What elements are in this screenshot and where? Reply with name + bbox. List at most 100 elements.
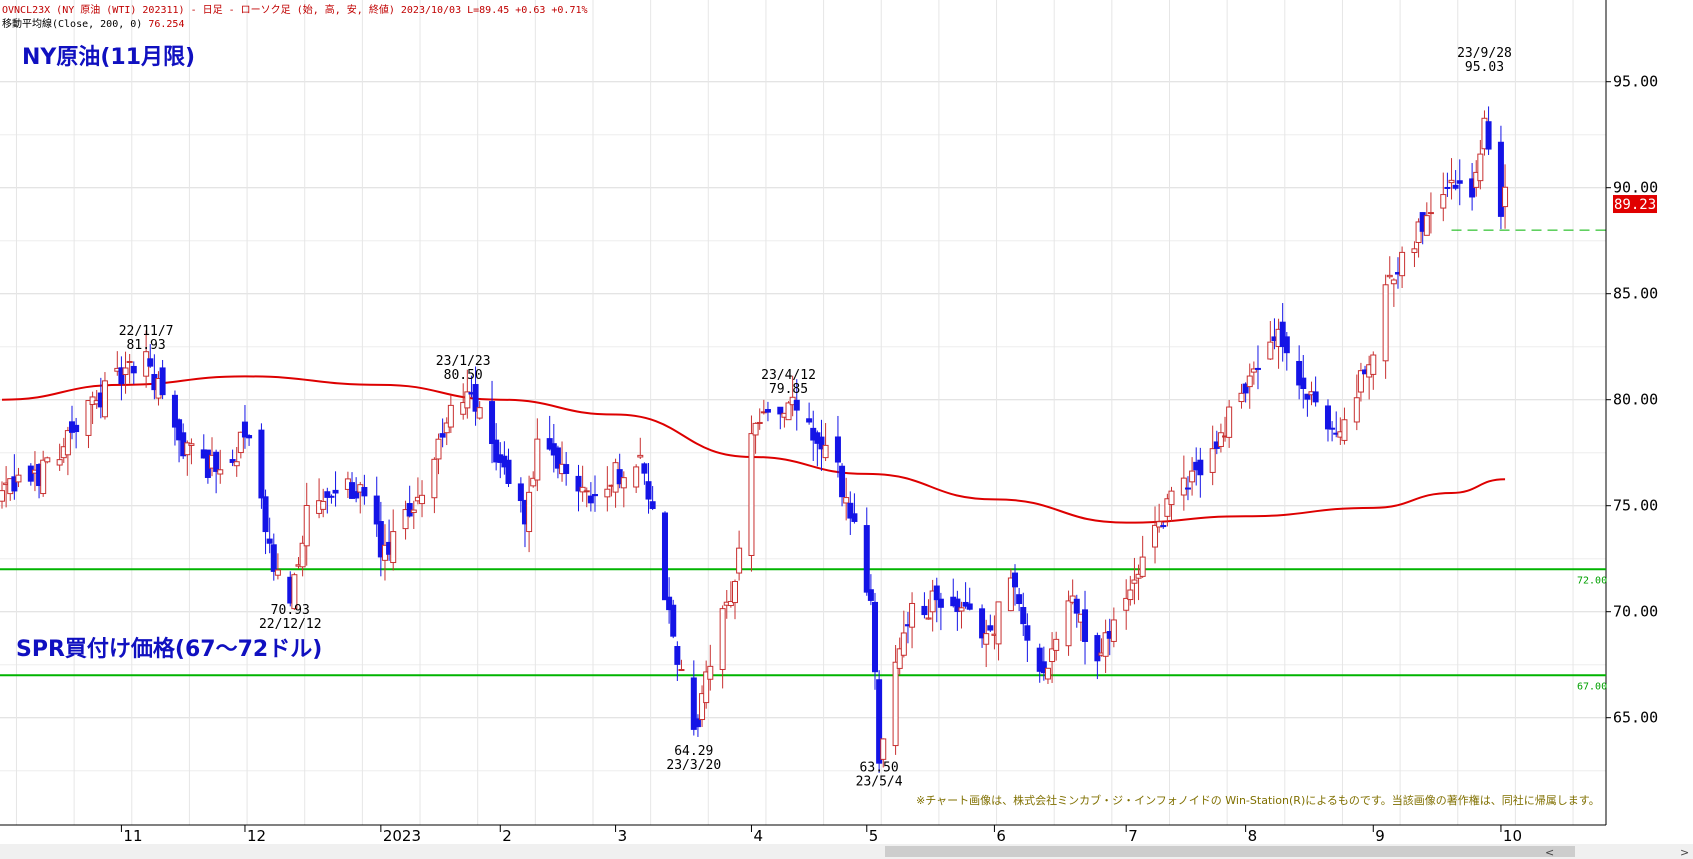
scrollbar-thumb[interactable]: [885, 846, 1575, 857]
candle-body: [1020, 607, 1027, 625]
candle-body: [262, 496, 269, 533]
candle-body: [530, 477, 537, 487]
support-label: 72.00: [1577, 575, 1607, 586]
chart-title: NY原油(11月限): [22, 45, 195, 70]
scroll-left-arrow-icon[interactable]: <: [1545, 846, 1554, 859]
candle-body: [983, 633, 990, 645]
grid: [0, 0, 1606, 825]
annotation-line2: 23/3/20: [666, 758, 721, 773]
x-tick-label: 3: [618, 827, 628, 845]
candle-body: [1209, 448, 1216, 473]
candle-body: [1082, 609, 1089, 642]
candle-body: [583, 490, 590, 493]
candle-body: [818, 436, 825, 450]
candle-body: [867, 589, 874, 601]
annotation-line1: 64.29: [674, 744, 713, 759]
candle-body: [1246, 375, 1253, 388]
candle-body: [439, 433, 446, 438]
candle-body: [847, 502, 854, 519]
x-tick-label: 2: [502, 827, 512, 845]
candle-body: [1049, 648, 1056, 663]
candle-body: [1448, 179, 1455, 184]
candle-body: [1168, 490, 1175, 506]
candle-body: [587, 495, 594, 504]
candle-body: [476, 407, 483, 419]
candle-body: [361, 486, 368, 497]
candle-body: [1502, 186, 1509, 208]
support-label: 67.00: [1577, 681, 1607, 692]
candle-body: [332, 489, 339, 494]
candle-body: [777, 406, 784, 415]
candle-body: [229, 459, 236, 463]
candle-body: [637, 454, 644, 458]
annotation-line2: 23/5/4: [856, 775, 903, 790]
candle-body: [130, 365, 137, 374]
candle-body: [237, 431, 244, 454]
candle-body: [880, 738, 887, 760]
candle-body: [213, 451, 220, 472]
candle-body: [1065, 600, 1072, 647]
candle-body: [431, 458, 438, 499]
x-tick-label: 12: [247, 827, 266, 845]
candle-body: [126, 360, 133, 363]
candle-body: [649, 501, 656, 509]
candle-body: [921, 605, 928, 616]
candle-body: [731, 581, 738, 604]
candle-body: [1160, 525, 1167, 528]
scroll-right-arrow-icon[interactable]: >: [1680, 846, 1689, 859]
candle-body: [554, 447, 561, 469]
candle-body: [184, 442, 191, 456]
candle-body: [1411, 248, 1418, 254]
candle-body: [1296, 360, 1303, 386]
annotation-line2: 81.93: [127, 338, 166, 353]
candle-body: [727, 600, 734, 607]
y-tick-label: 80.00: [1613, 391, 1658, 409]
candle-body: [793, 399, 800, 411]
candle-body: [258, 429, 265, 499]
candle-body: [1250, 368, 1257, 373]
chart-header-line1: OVNCL23X (NY 原油 (WTI) 202311) - 日足 - ローソ…: [2, 3, 588, 16]
candle-body: [410, 509, 417, 513]
candle-body: [620, 477, 627, 489]
candle-body: [176, 419, 183, 441]
candle-body: [1267, 341, 1274, 360]
candle-body: [616, 469, 623, 485]
candle-body: [1040, 661, 1047, 674]
candle-body: [246, 435, 253, 439]
candle-body: [851, 513, 858, 522]
candle-body: [929, 590, 936, 613]
candle-body: [987, 625, 994, 631]
candle-body: [575, 475, 582, 492]
x-tick-label: 11: [123, 827, 142, 845]
candle-body: [937, 598, 944, 608]
annotation-line2: 80.50: [444, 368, 483, 383]
candle-body: [472, 384, 479, 412]
candle-body: [1324, 405, 1331, 430]
candle-body: [641, 463, 648, 474]
candle-body: [435, 438, 442, 460]
candle-body: [670, 604, 677, 637]
candle-body: [1127, 589, 1134, 601]
x-tick-label: 8: [1248, 827, 1258, 845]
annotation-line1: 23/4/12: [761, 368, 816, 383]
x-tick-label: 6: [996, 827, 1006, 845]
candle-body: [764, 409, 771, 413]
candle-body: [122, 367, 129, 376]
current-price-tag: 89.23: [1613, 195, 1657, 214]
candle-body: [1053, 638, 1060, 651]
candle-body: [349, 482, 356, 499]
current-price-box: [1613, 195, 1657, 214]
candle-body: [756, 421, 763, 424]
candle-body: [843, 497, 850, 504]
candle-body: [217, 469, 224, 475]
candle-body: [1197, 459, 1204, 476]
candle-body: [1390, 279, 1397, 285]
candle-body: [604, 488, 611, 498]
candle-body: [64, 430, 71, 456]
candle-body: [266, 538, 273, 544]
candle-body: [73, 424, 80, 433]
candle-body: [56, 459, 63, 466]
candle-body: [171, 394, 178, 428]
candle-body: [40, 459, 47, 495]
